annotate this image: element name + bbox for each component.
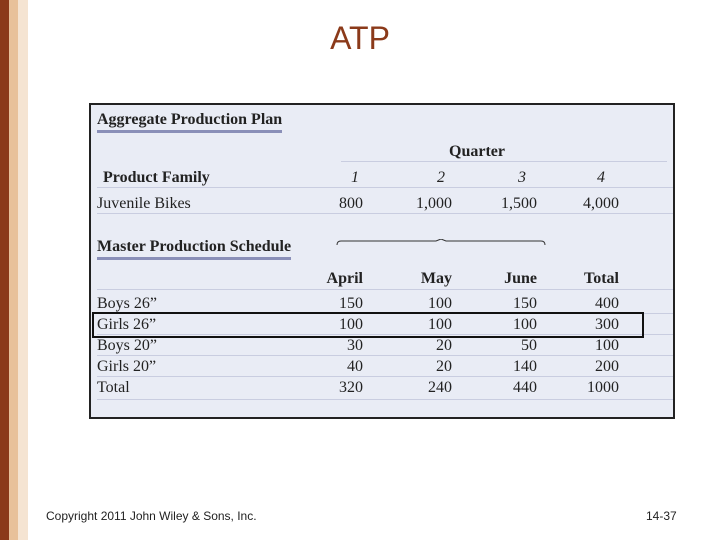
mps-cell: 50 [521, 337, 537, 354]
quarter-4-label: 4 [597, 169, 605, 186]
aggregate-plan-heading: Aggregate Production Plan [97, 111, 283, 133]
mps-cell: 100 [513, 316, 537, 333]
mps-col-june: June [504, 270, 537, 287]
quarter-3-label: 3 [518, 169, 526, 186]
family-q2-value: 1,000 [416, 195, 452, 212]
mps-cell: 200 [595, 358, 619, 375]
mps-cell: 140 [513, 358, 537, 375]
mps-cell: 150 [339, 295, 363, 312]
quarter-1-label: 1 [351, 169, 359, 186]
family-row-name: Juvenile Bikes [97, 195, 191, 212]
highlighted-row-box [92, 312, 644, 338]
mps-row-name: Total [97, 379, 130, 396]
mps-cell: 30 [347, 337, 363, 354]
copyright-text: Copyright 2011 John Wiley & Sons, Inc. [46, 509, 257, 523]
divider [97, 289, 673, 290]
mps-cell: 300 [595, 316, 619, 333]
mps-cell: 20 [436, 337, 452, 354]
family-q4-value: 4,000 [583, 195, 619, 212]
mps-cell: 100 [428, 316, 452, 333]
divider [97, 376, 673, 377]
slide-title: ATP [330, 20, 390, 56]
decorative-bar-light [18, 0, 28, 540]
mps-cell: 240 [428, 379, 452, 396]
production-plan-panel: Aggregate Production Plan Quarter Produc… [89, 103, 675, 419]
mps-row-name: Boys 26” [97, 295, 157, 312]
divider [97, 187, 673, 188]
divider [97, 355, 673, 356]
mps-row-name: Girls 26” [97, 316, 157, 333]
mps-cell: 150 [513, 295, 537, 312]
decorative-bar-dark [0, 0, 9, 540]
mps-cell: 100 [595, 337, 619, 354]
mps-cell: 100 [339, 316, 363, 333]
mps-row-name: Boys 20” [97, 337, 157, 354]
divider [97, 334, 673, 335]
mps-cell: 440 [513, 379, 537, 396]
mps-col-april: April [326, 270, 363, 287]
mps-row-name: Girls 20” [97, 358, 157, 375]
mps-cell: 100 [428, 295, 452, 312]
mps-heading: Master Production Schedule [97, 238, 292, 260]
product-family-label: Product Family [103, 169, 210, 186]
mps-col-may: May [420, 270, 452, 287]
mps-col-total: Total [584, 270, 619, 287]
divider [341, 161, 667, 162]
quarter-brace [336, 239, 546, 246]
page-number: 14-37 [646, 509, 677, 523]
divider [97, 213, 673, 214]
divider [97, 399, 673, 400]
mps-cell: 1000 [587, 379, 619, 396]
mps-cell: 40 [347, 358, 363, 375]
quarter-2-label: 2 [437, 169, 445, 186]
family-q3-value: 1,500 [501, 195, 537, 212]
family-q1-value: 800 [339, 195, 363, 212]
mps-cell: 400 [595, 295, 619, 312]
decorative-bar-mid [9, 0, 18, 540]
mps-cell: 320 [339, 379, 363, 396]
quarter-label: Quarter [449, 143, 505, 160]
mps-cell: 20 [436, 358, 452, 375]
